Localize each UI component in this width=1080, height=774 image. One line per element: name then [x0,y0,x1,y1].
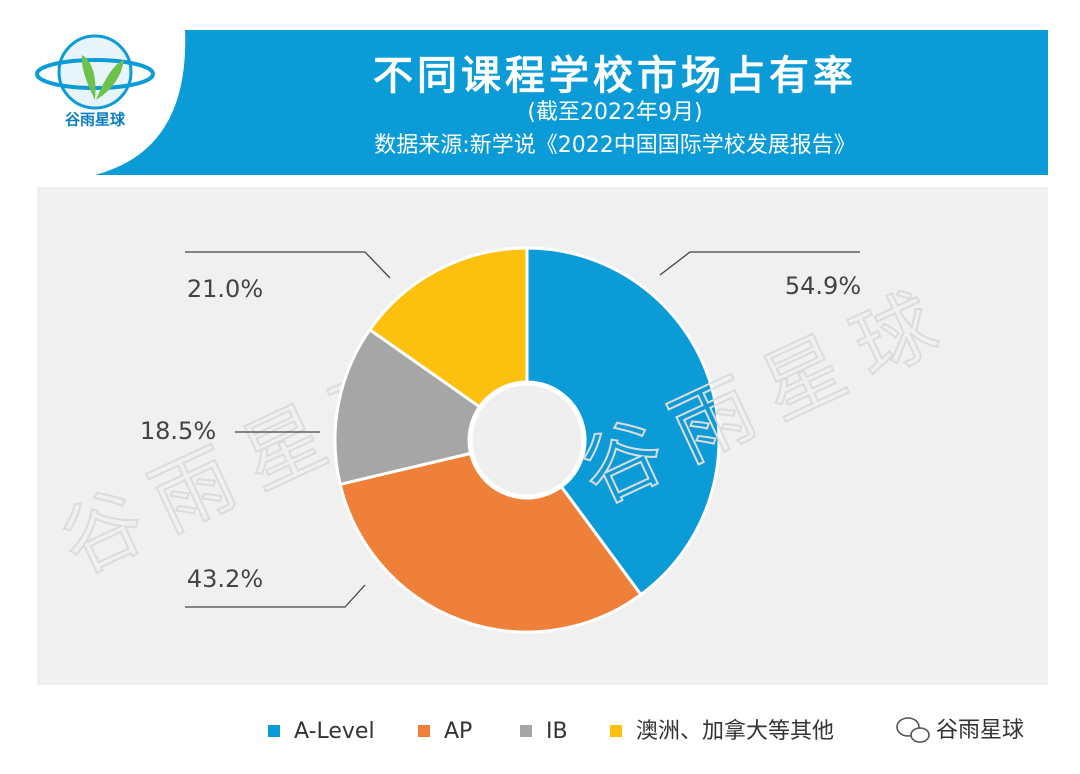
donut: 54.9% 43.2% 18.5% 21.0% [140,246,861,634]
leader-line [185,584,366,608]
wechat-icon [896,717,920,737]
legend-label: 澳洲、加拿大等其他 [636,718,834,744]
logo-leaf [96,60,124,100]
donut-slice [525,246,721,597]
chart-source: 数据来源:新学说《2022中国国际学校发展报告》 [374,133,855,158]
logo: 谷雨星球 [35,34,155,129]
legend-label: AP [444,719,472,744]
data-label: 54.9% [785,272,861,300]
donut-slice [333,327,482,487]
logo-circle [57,34,133,110]
donut-slice [367,246,529,409]
chart-subtitle: (截至2022年9月) [527,100,702,125]
donut-hole [469,382,585,498]
footer-brand: 谷雨星球 [936,718,1024,743]
legend: A-Level AP IB 澳洲、加拿大等其他 [268,718,834,744]
data-label: 21.0% [187,275,263,303]
logo-leaf [81,55,96,100]
donut-slice [338,451,643,634]
legend-label: A-Level [294,719,375,744]
logo-text: 谷雨星球 [65,111,126,129]
header-band [95,30,1048,175]
wechat-icon [910,727,930,743]
data-label: 18.5% [140,417,216,445]
footer-mark: 谷雨星球 [896,717,1024,743]
leader-line [185,251,391,279]
leader-line [659,251,860,276]
legend-label: IB [546,719,568,744]
data-label: 43.2% [187,565,263,593]
legend-swatch [268,725,280,737]
legend-swatch [610,725,622,737]
legend-swatch [418,725,430,737]
legend-swatch [520,725,532,737]
chart-title: 不同课程学校市场占有率 [373,53,857,99]
